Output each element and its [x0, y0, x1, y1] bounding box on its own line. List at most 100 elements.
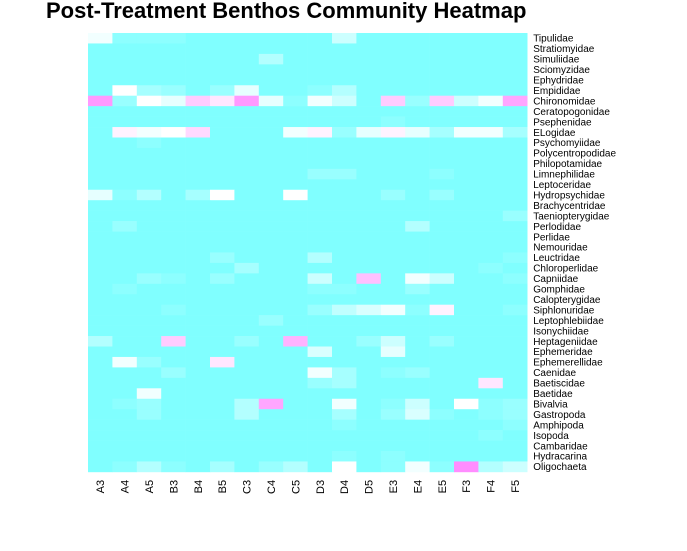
heatmap-cell: [136, 388, 162, 400]
heatmap-cell: [405, 294, 430, 305]
heatmap-cell: [356, 451, 382, 462]
heatmap-cell: [161, 304, 186, 316]
row-labels: TipulidaeStratiomyidaeSimuliidaeSciomyzi…: [533, 34, 616, 473]
heatmap-cell: [185, 336, 211, 347]
heatmap-cell: [88, 367, 113, 379]
heatmap-cell: [161, 283, 186, 295]
heatmap-cell: [502, 231, 528, 243]
heatmap-cell: [283, 398, 308, 410]
heatmap-cell: [429, 210, 455, 222]
heatmap-cell: [380, 242, 406, 253]
heatmap-cell: [429, 106, 455, 117]
heatmap-cell: [478, 189, 504, 201]
heatmap-cell: [405, 231, 430, 243]
heatmap-cell: [88, 221, 113, 232]
heatmap-cell: [161, 294, 186, 305]
heatmap-cell: [429, 398, 455, 410]
heatmap-cell: [210, 430, 235, 441]
heatmap-cell: [307, 398, 333, 410]
heatmap-cell: [429, 200, 455, 211]
heatmap-cell: [112, 95, 138, 107]
heatmap-cell: [136, 147, 162, 159]
heatmap-cell: [380, 168, 406, 180]
heatmap-cell: [112, 137, 138, 149]
heatmap-cell: [454, 231, 479, 243]
heatmap-cell: [88, 168, 113, 180]
heatmap-cell: [307, 273, 333, 285]
heatmap-cell: [307, 430, 333, 441]
heatmap-cell: [502, 377, 528, 389]
heatmap-cell: [161, 189, 186, 201]
heatmap-cell: [454, 168, 479, 180]
heatmap-cell: [405, 200, 430, 211]
heatmap-cell: [258, 262, 284, 274]
heatmap-cell: [283, 210, 308, 222]
heatmap-cell: [454, 85, 479, 96]
heatmap-cell: [283, 74, 308, 86]
heatmap-cell: [478, 398, 504, 410]
heatmap-cell: [405, 85, 430, 96]
heatmap-cell: [405, 53, 430, 65]
heatmap-cell: [380, 283, 406, 295]
heatmap-cell: [332, 388, 357, 400]
heatmap-cell: [454, 252, 479, 264]
heatmap-cell: [478, 356, 504, 368]
heatmap-cell: [478, 74, 504, 86]
heatmap-cell: [454, 419, 479, 431]
row-label: Bivalvia: [533, 399, 568, 410]
heatmap-cell: [136, 43, 162, 55]
heatmap-cell: [405, 168, 430, 180]
heatmap-cell: [185, 179, 211, 191]
heatmap-cell: [88, 189, 113, 201]
heatmap-cell: [332, 398, 357, 410]
heatmap-cell: [307, 168, 333, 180]
heatmap-cell: [405, 325, 430, 337]
heatmap-cell: [88, 252, 113, 264]
row-label: Tipulidae: [533, 34, 574, 45]
heatmap-cell: [405, 221, 430, 232]
heatmap-cell: [185, 168, 211, 180]
heatmap-cell: [161, 325, 186, 337]
heatmap-cell: [478, 451, 504, 462]
heatmap-cell: [454, 179, 479, 191]
heatmap-cell: [185, 231, 211, 243]
heatmap-cell: [258, 189, 284, 201]
heatmap-cell: [405, 43, 430, 55]
heatmap-cell: [307, 179, 333, 191]
heatmap-cell: [283, 242, 308, 253]
heatmap-cell: [112, 147, 138, 159]
heatmap-cell: [356, 304, 382, 316]
heatmap-cell: [405, 377, 430, 389]
heatmap-cell: [380, 398, 406, 410]
heatmap-cell: [283, 315, 308, 326]
heatmap-cell: [185, 325, 211, 337]
heatmap-cell: [405, 356, 430, 368]
heatmap-cell: [136, 315, 162, 326]
heatmap-cell: [478, 294, 504, 305]
heatmap-cell: [332, 168, 357, 180]
heatmap-cell: [429, 367, 455, 379]
heatmap-cell: [161, 85, 186, 96]
heatmap-cell: [185, 461, 211, 473]
heatmap-cell: [258, 419, 284, 431]
heatmap-cell: [161, 158, 186, 170]
heatmap-cell: [307, 210, 333, 222]
column-label: D3: [315, 480, 327, 494]
row-label: Leuctridae: [533, 253, 580, 264]
heatmap-cell: [454, 294, 479, 305]
heatmap-cell: [210, 283, 235, 295]
heatmap-cell: [136, 356, 162, 368]
heatmap-cell: [161, 53, 186, 65]
heatmap-cell: [429, 137, 455, 149]
column-label: E5: [437, 480, 449, 493]
heatmap-cell: [356, 116, 382, 128]
heatmap-cell: [502, 356, 528, 368]
heatmap-cell: [210, 461, 235, 473]
heatmap-cell: [380, 158, 406, 170]
heatmap-cell: [258, 377, 284, 389]
heatmap-cell: [454, 221, 479, 232]
heatmap-cell: [88, 377, 113, 389]
heatmap-cell: [185, 106, 211, 117]
column-label: C5: [290, 480, 302, 494]
row-label: Gastropoda: [533, 410, 586, 421]
